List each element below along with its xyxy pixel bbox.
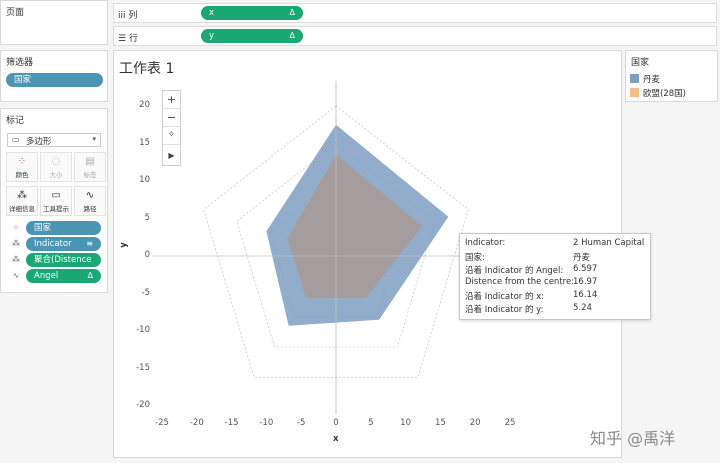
tooltip-row: 沿着 Indicator 的 y: 5.24 [465, 303, 592, 315]
label-icon: ▤ [85, 156, 95, 167]
zoom-in-button[interactable]: + [163, 91, 180, 109]
tooltip: Indicator: 2 Human Capital 国家: 丹麦 沿着 Indic… [459, 233, 651, 320]
detail-icon: ⁂ [12, 255, 20, 264]
delta-icon: Δ [289, 31, 295, 40]
mark-type-select[interactable]: ▭ 多边形 ▾ [7, 133, 101, 147]
x-tick-label: -25 [155, 418, 169, 428]
zero-lines [152, 81, 518, 414]
legend-item[interactable]: 丹麦 [630, 73, 660, 85]
filters-pane-title: 筛选器 [6, 58, 34, 68]
legend-title: 国家 [631, 58, 650, 68]
zoom-out-button[interactable]: − [163, 109, 180, 127]
color-dots-icon: ⁘ [17, 156, 27, 167]
color-dots-icon: ⁘ [12, 223, 20, 232]
x-tick-label: 5 [368, 418, 374, 428]
polygon-icon: ▭ [12, 135, 20, 144]
columns-icon: iii [118, 11, 126, 21]
worksheet-title: 工作表 1 [119, 61, 175, 77]
delta-icon: Δ [87, 271, 93, 280]
y-tick-label: 20 [139, 100, 150, 110]
tooltip-icon: ▭ [51, 190, 61, 201]
legend-swatch [630, 74, 639, 83]
x-tick-label: 25 [504, 418, 516, 428]
y-tick-label: 10 [139, 175, 150, 185]
series-polygon-1[interactable] [287, 154, 423, 298]
mark-type-label: 多边形 [26, 137, 52, 147]
marks-pane-title: 标记 [6, 116, 25, 126]
marks-card-color[interactable]: ⁘ 颜色 [6, 152, 38, 182]
size-icon: ◌ [51, 156, 61, 167]
x-tick-label: -20 [189, 418, 204, 428]
tooltip-row: 沿着 Indicator 的 Angel: 6.597 [465, 264, 598, 276]
chevron-down-icon: ▾ [92, 135, 96, 143]
marks-card-label[interactable]: ▤ 标签 [74, 152, 106, 182]
x-tick-label: 0 [333, 418, 339, 428]
tooltip-row: Indicator: 2 Human Capital [465, 238, 645, 248]
rows-shelf-label: 行 [128, 34, 138, 44]
marks-field-indicator[interactable]: ⁂ Indicator ≡ [9, 237, 103, 251]
marks-card-size[interactable]: ◌ 大小 [40, 152, 72, 182]
pages-pane: 页面 [0, 0, 108, 45]
y-tick-label: -15 [136, 362, 150, 373]
pin-icon[interactable]: ✧ [163, 127, 180, 145]
tooltip-row: 国家: 丹麦 [465, 253, 591, 263]
y-tick-label: -20 [136, 400, 150, 410]
x-tick-label: -10 [259, 418, 274, 428]
legend-swatch [630, 88, 639, 97]
x-tick-label: 20 [469, 418, 481, 428]
marks-field-country[interactable]: ⁘ 国家 [9, 221, 103, 235]
x-tick-label: -5 [296, 418, 306, 428]
path-icon: ∿ [85, 190, 95, 201]
marks-card-path[interactable]: ∿ 路径 [74, 186, 106, 216]
x-tick-label: 15 [434, 418, 446, 428]
x-tick-label: 10 [400, 418, 411, 428]
delta-icon: Δ [289, 8, 295, 17]
legend-item[interactable]: 欧盟(28国) [630, 87, 686, 99]
filters-pane: 筛选器 国家 [0, 50, 108, 102]
path-icon: ∿ [12, 271, 20, 280]
tooltip-row: 沿着 Indicator 的 x: 16.14 [465, 290, 598, 302]
marks-card-tooltip[interactable]: ▭ 工具提示 [40, 186, 72, 216]
y-tick-label: 0 [144, 250, 150, 260]
columns-shelf-label: 列 [128, 11, 138, 21]
marks-card-detail[interactable]: ⁂ 详细信息 [6, 186, 38, 216]
filter-pill-country[interactable]: 国家 [6, 73, 103, 87]
detail-icon: ⁂ [12, 239, 20, 248]
y-tick-label: -10 [136, 325, 150, 335]
marks-field-angel[interactable]: ∿ Angel Δ [9, 269, 103, 283]
expand-icon[interactable]: ▶ [163, 147, 180, 164]
y-axis-label: y [118, 242, 129, 248]
rows-icon: ☰ [118, 34, 127, 44]
tooltip-row: Distence from the centre: 16.97 [465, 277, 598, 287]
series-layer [266, 124, 449, 326]
x-axis-label: x [333, 434, 339, 444]
y-tick-label: 15 [139, 137, 150, 148]
watermark: 知乎 @禹洋 [590, 429, 676, 448]
y-tick-label: -5 [141, 287, 150, 298]
pages-pane-title: 页面 [6, 8, 25, 18]
sort-icon: ≡ [86, 239, 93, 248]
y-tick-label: 5 [144, 212, 150, 223]
marks-pane: 标记 ▭ 多边形 ▾ ⁘ 颜色 ◌ 大小 ▤ 标签 ⁂ 详细信息 ▭ 工具提示 … [0, 108, 108, 293]
legend-pane: 国家 丹麦 欧盟(28国) [625, 50, 718, 102]
x-tick-label: -15 [224, 418, 239, 428]
detail-icon: ⁂ [17, 190, 27, 201]
